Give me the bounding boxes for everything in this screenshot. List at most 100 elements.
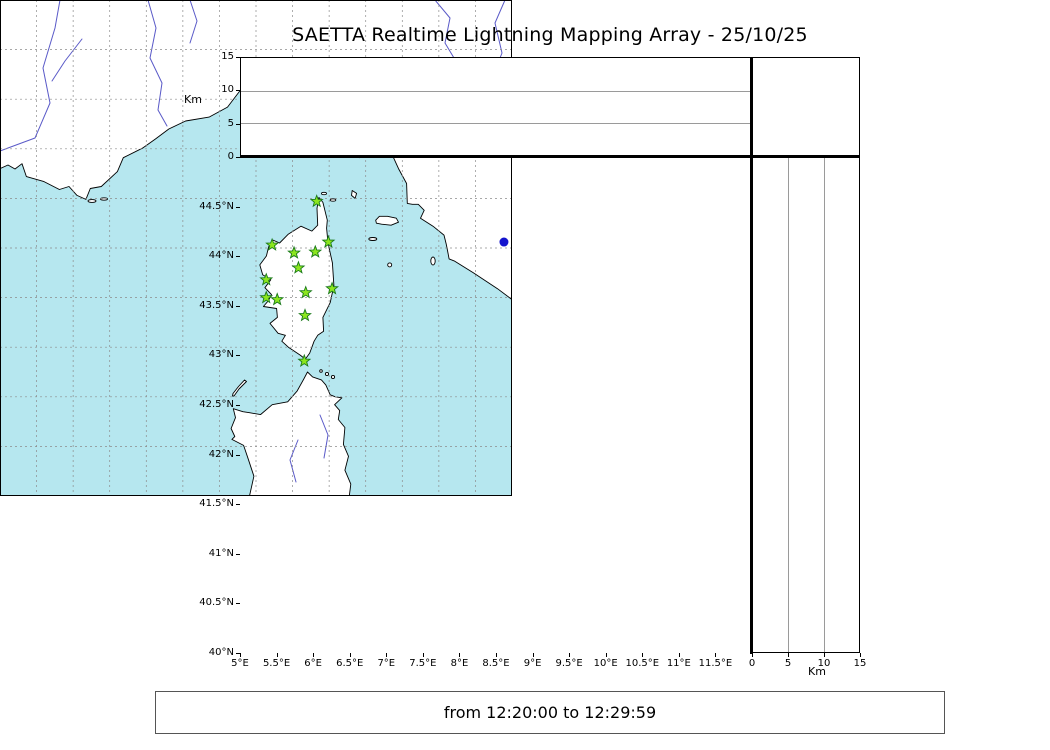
lon-tick-label: 6°E: [304, 658, 322, 669]
lon-tick-label: 8.5°E: [482, 658, 510, 669]
lat-tick-label: 41°N: [208, 547, 234, 559]
island-elba: [375, 215, 399, 226]
lat-tick-label: 44°N: [208, 250, 234, 262]
river: [147, 0, 168, 127]
altitude-tick-mark-right: [788, 653, 789, 657]
station-marker: [325, 281, 339, 295]
river: [189, 0, 198, 44]
station-marker: [259, 290, 274, 304]
altitude-tick-label-top: 0: [227, 151, 234, 162]
km-axis-label-top: Km: [184, 93, 202, 106]
corner-panel: [752, 57, 860, 157]
lon-tick-label: 8°E: [450, 658, 469, 669]
lat-tick-mark: [236, 206, 240, 208]
station-marker: [270, 292, 285, 306]
lat-tick-label: 43.5°N: [199, 299, 234, 311]
lon-tick-mark: [532, 653, 534, 657]
island-finocchiarola: [329, 198, 337, 202]
lon-tick-mark: [240, 653, 241, 657]
lat-tick-label: 40.5°N: [199, 597, 234, 609]
lat-tick-mark: [236, 653, 240, 654]
altitude-tick-label-top: 10: [221, 84, 234, 96]
altitude-tick-mark-top: [236, 57, 240, 58]
altitude-gridline-10km: [241, 90, 751, 92]
river: [319, 414, 329, 459]
station-marker: [287, 245, 301, 259]
stations-layer: [259, 194, 339, 367]
station-marker: [308, 244, 323, 258]
lat-tick-mark: [236, 405, 240, 406]
lat-tick-label: 44.5°N: [199, 200, 234, 212]
lon-tick-label: 6.5°E: [336, 658, 364, 669]
river: [0, 0, 61, 152]
altitude-tick-mark-top: [236, 90, 240, 92]
altitude-gridline-10km: [823, 158, 825, 652]
altitude-tick-label-right: 15: [853, 658, 867, 669]
station-marker: [298, 285, 313, 299]
lat-tick-mark: [236, 504, 240, 506]
lat-tick-mark: [236, 256, 240, 258]
altitude-tick-label-right: 10: [817, 658, 831, 669]
lon-tick-label: 11.5°E: [698, 658, 733, 669]
altitude-tick-mark-right: [824, 653, 825, 657]
island-montecristo: [387, 262, 393, 268]
island-maddalena: [330, 374, 336, 380]
station-marker: [259, 272, 274, 286]
station-marker: [291, 260, 306, 274]
island-asinara: [232, 379, 247, 397]
lat-tick-mark: [236, 454, 240, 456]
lon-tick-mark: [569, 653, 571, 657]
station-marker: [265, 237, 280, 251]
lon-tick-label: 10°E: [593, 658, 618, 669]
lon-tick-mark: [605, 653, 607, 657]
lon-tick-mark: [386, 653, 388, 657]
lon-tick-mark: [496, 653, 497, 657]
station-marker: [321, 234, 336, 248]
lon-tick-label: 5°E: [231, 658, 249, 669]
island-pianosa: [368, 237, 378, 241]
island-giglio: [430, 256, 436, 266]
altitude-tick-mark-top: [236, 123, 240, 125]
altitude-latitude-panel: [752, 157, 860, 653]
lat-tick-label: 42.5°N: [199, 399, 234, 410]
altitude-tick-mark-right: [860, 653, 861, 657]
events-layer: [499, 237, 509, 247]
time-range-box: from 12:20:00 to 12:29:59: [155, 691, 945, 734]
altitude-gridline-5km: [241, 123, 751, 125]
altitude-tick-label-top: 15: [221, 51, 234, 62]
lon-tick-label: 5.5°E: [262, 658, 291, 669]
altitude-longitude-panel: [240, 57, 752, 157]
altitude-gridline-5km: [788, 158, 790, 652]
lon-tick-mark: [459, 653, 461, 657]
lon-tick-label: 9.5°E: [555, 658, 583, 669]
lon-tick-mark: [642, 653, 644, 657]
lon-tick-mark: [349, 653, 351, 657]
island-porquerolles: [87, 199, 97, 203]
lon-tick-label: 7.5°E: [409, 658, 437, 669]
map-border: [0, 0, 512, 496]
lon-tick-label: 10.5°E: [625, 658, 660, 669]
lon-tick-label: 7°E: [377, 658, 396, 669]
lat-tick-mark: [236, 603, 240, 605]
lat-tick-label: 41.5°N: [199, 498, 234, 510]
lon-tick-mark: [715, 653, 717, 657]
lat-tick-mark: [236, 355, 240, 357]
altitude-tick-label-right: 5: [784, 658, 792, 669]
km-axis-label-right: Km: [808, 665, 826, 678]
lat-tick-label: 40°N: [208, 647, 234, 658]
panel-divider-vertical: [750, 57, 753, 654]
lat-tick-label: 42°N: [208, 448, 234, 460]
lon-tick-mark: [313, 653, 315, 657]
island-maddalena: [319, 369, 323, 373]
altitude-tick-label-right: 0: [748, 658, 756, 669]
island-maddalena: [324, 371, 330, 377]
altitude-tick-mark-top: [236, 157, 240, 158]
panel-divider-horizontal: [240, 155, 860, 158]
station-marker: [297, 353, 312, 367]
river: [51, 38, 83, 82]
event-marker: [499, 237, 509, 247]
island-sardinia: [230, 371, 352, 496]
lat-tick-label: 43°N: [208, 349, 234, 361]
station-marker: [309, 194, 324, 208]
